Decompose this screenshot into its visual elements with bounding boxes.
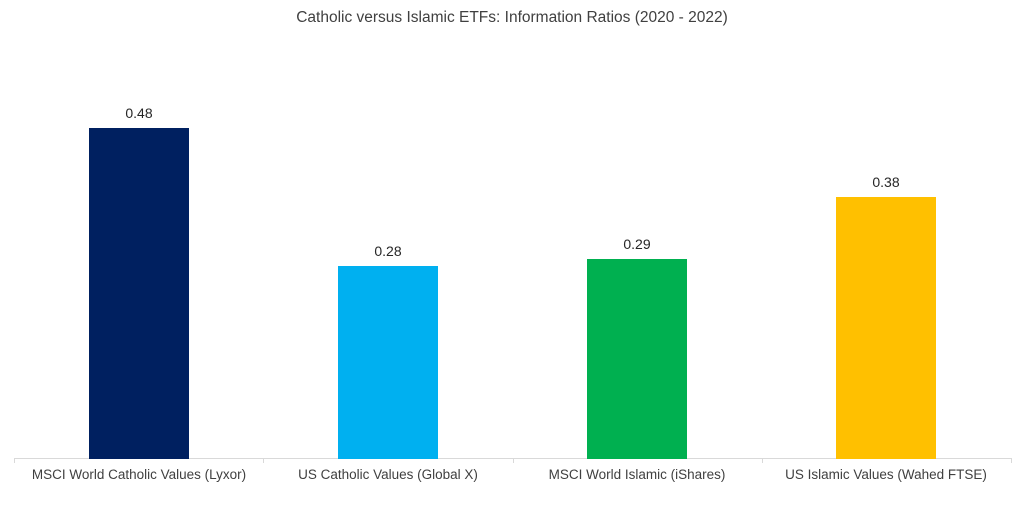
bar-value-label: 0.28 [374, 243, 402, 259]
x-axis-tick [14, 458, 15, 463]
x-axis-tick [762, 458, 763, 463]
x-axis-line [14, 458, 1011, 459]
category-label: MSCI World Islamic (iShares) [548, 467, 726, 482]
category-label: US Catholic Values (Global X) [298, 467, 478, 482]
bar-value-label: 0.29 [623, 236, 651, 252]
category-label: MSCI World Catholic Values (Lyxor) [31, 467, 247, 482]
bar-2 [338, 266, 438, 459]
chart-title: Catholic versus Islamic ETFs: Informatio… [296, 9, 728, 26]
x-axis-tick [513, 458, 514, 463]
bar-value-label: 0.48 [125, 105, 153, 121]
bar-value-label: 0.38 [872, 174, 900, 190]
x-axis-tick [1011, 458, 1012, 463]
category-label: US Islamic Values (Wahed FTSE) [785, 467, 987, 482]
bar-1 [89, 128, 189, 459]
x-axis-tick [263, 458, 264, 463]
bar-3 [587, 259, 687, 459]
bar-4 [836, 197, 936, 459]
